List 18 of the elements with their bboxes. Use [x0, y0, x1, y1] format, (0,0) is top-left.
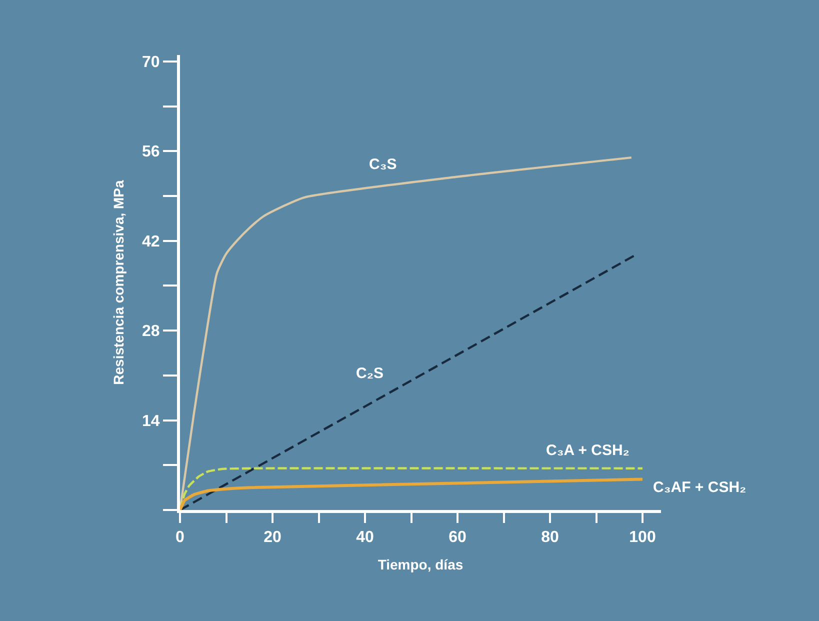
x-tick-label: 0: [176, 529, 185, 546]
x-tick-label: 100: [629, 529, 656, 546]
y-tick-label: 28: [142, 323, 160, 340]
x-tick-label: 20: [264, 529, 282, 546]
y-tick-label: 42: [142, 233, 160, 250]
series-label: C₃S: [369, 156, 397, 173]
y-tick-label: 70: [142, 54, 160, 72]
series-label: C₃A + CSH₂: [546, 442, 630, 459]
series-label: C₃AF + CSH₂: [653, 479, 746, 496]
x-tick-label: 60: [448, 529, 466, 546]
y-axis-title: Resistencia comprensiva, MPa: [110, 180, 127, 385]
y-tick-label: 56: [142, 144, 160, 161]
x-axis-title: Tiempo, días: [378, 556, 464, 572]
line-series: [180, 478, 644, 510]
y-tick-label: 14: [142, 412, 160, 430]
x-tick-label: 80: [541, 529, 559, 546]
x-tick-label: 40: [356, 529, 374, 546]
series-label: C₂S: [356, 365, 384, 382]
